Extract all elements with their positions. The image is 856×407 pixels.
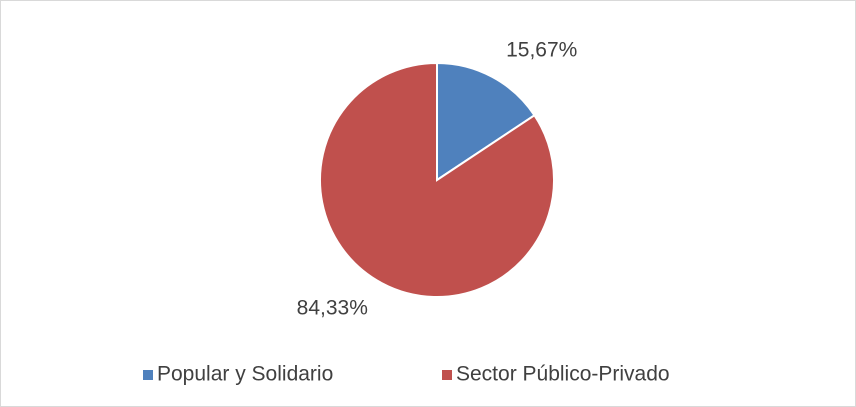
pie-slice <box>319 61 555 298</box>
data-label: 84,33% <box>297 296 368 319</box>
legend-label: Popular y Solidario <box>157 363 333 386</box>
data-label: 15,67% <box>506 39 577 62</box>
legend-swatch <box>143 370 153 380</box>
legend-label: Sector Público-Privado <box>456 363 670 386</box>
pie-slice <box>436 61 536 182</box>
legend-swatch <box>442 370 452 380</box>
